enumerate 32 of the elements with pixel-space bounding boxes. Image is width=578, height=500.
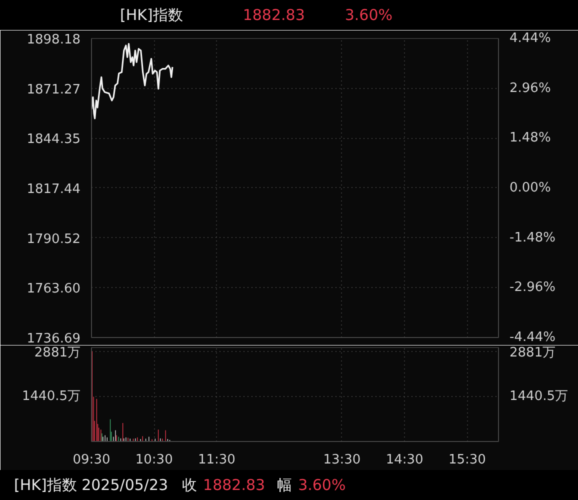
y2-tick-label: 4.44%: [510, 31, 551, 46]
y-tick-label: 1763.60: [26, 282, 81, 297]
y-tick-label: 1440.5万: [22, 388, 81, 404]
y2-tick-label: -2.96%: [510, 280, 556, 296]
text: 3.60%: [298, 476, 346, 494]
y-tick-label: 1844.35: [26, 132, 81, 148]
y2-tick-label: -4.44%: [510, 330, 556, 345]
y2-tick-label: 2881万: [510, 346, 556, 360]
x-tick-label: 11:30: [198, 452, 236, 468]
y-tick-label: 1817.44: [26, 182, 81, 197]
y-tick-label: 1898.18: [26, 32, 81, 48]
y-tick-label: 1736.69: [26, 332, 81, 346]
y2-tick-label: -1.48%: [510, 230, 556, 246]
y-tick-label: 2881万: [34, 346, 81, 360]
x-tick-label: 15:30: [448, 452, 486, 468]
y2-tick-label: 1.48%: [510, 130, 551, 146]
y2-tick-label: 1440.5万: [510, 388, 568, 404]
x-tick-label: 09:30: [72, 452, 110, 468]
text: 1882.83: [203, 476, 266, 494]
y2-tick-label: 2.96%: [510, 80, 551, 96]
x-tick-label: 10:30: [135, 452, 173, 468]
y-tick-label: 1871.27: [26, 82, 81, 98]
x-tick-label: 13:30: [323, 452, 361, 468]
text: 幅: [277, 476, 292, 494]
y-tick-label: 1790.52: [26, 232, 81, 247]
chart-title: [HK]指数: [120, 6, 183, 24]
text: 3.60%: [344, 6, 393, 24]
y2-tick-label: 0.00%: [510, 180, 551, 196]
text: [HK]指数 2025/05/23: [14, 476, 168, 494]
text: 收: [182, 476, 198, 494]
text: 1882.83: [242, 6, 305, 24]
x-tick-label: 14:30: [386, 452, 424, 468]
